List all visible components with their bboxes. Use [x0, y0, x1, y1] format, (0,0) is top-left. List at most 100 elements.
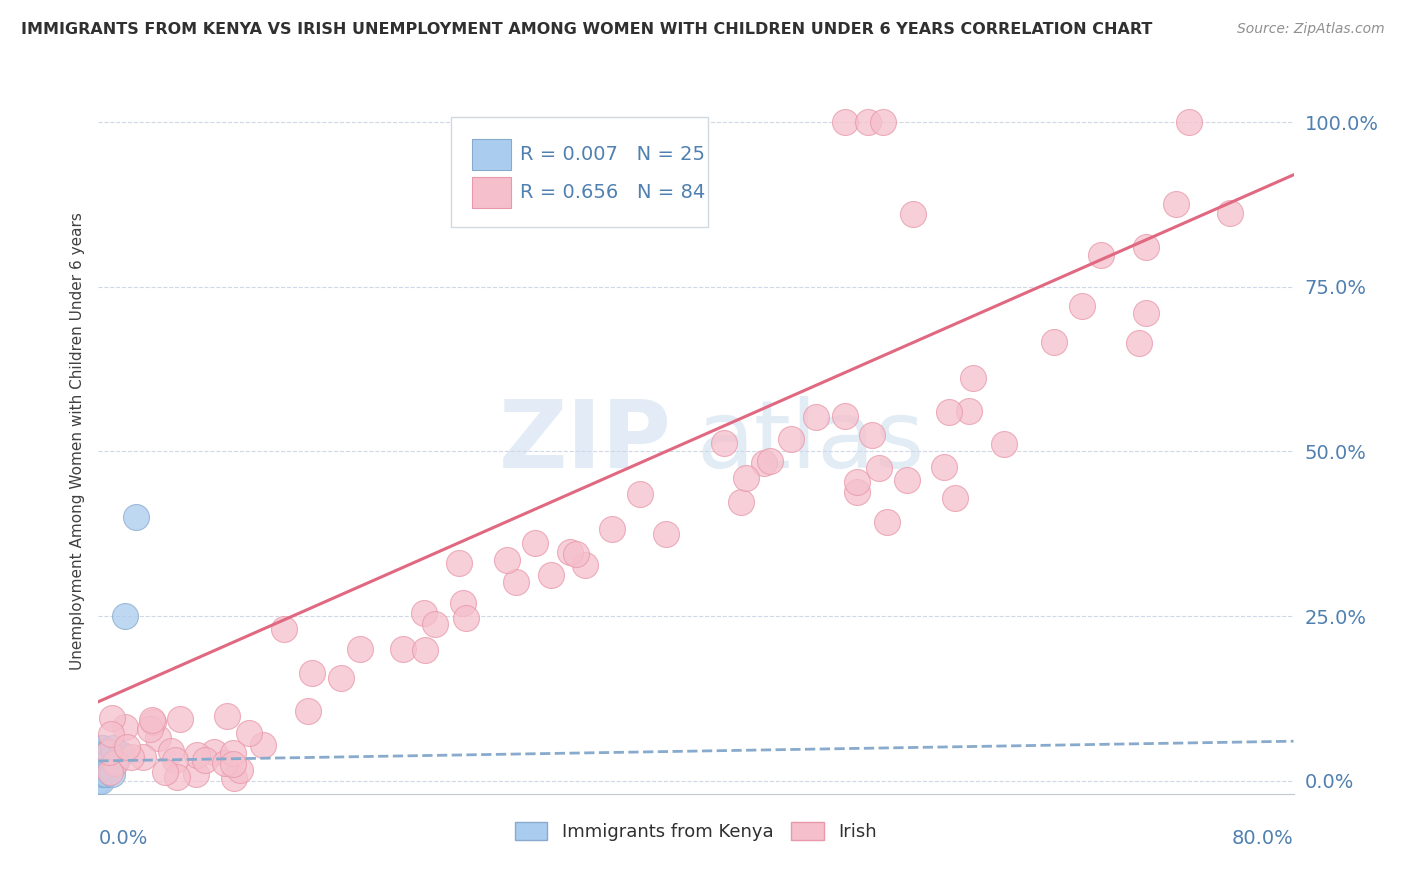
Point: [834, 115, 856, 129]
Point: [447, 556, 470, 570]
Point: [141, 714, 163, 728]
Point: [90, 760, 112, 774]
Point: [754, 456, 776, 470]
Point: [413, 642, 436, 657]
Point: [202, 745, 225, 759]
Point: [845, 475, 868, 489]
Point: [101, 711, 124, 725]
Point: [93, 760, 115, 774]
Point: [834, 409, 856, 423]
Point: [89, 747, 111, 762]
Point: [628, 487, 651, 501]
Point: [214, 756, 236, 771]
Point: [98, 760, 122, 774]
Point: [1219, 205, 1241, 219]
Point: [1071, 299, 1094, 313]
Text: R = 0.007   N = 25: R = 0.007 N = 25: [520, 145, 706, 164]
Point: [193, 753, 215, 767]
Point: [153, 764, 176, 779]
Y-axis label: Unemployment Among Women with Children Under 6 years: Unemployment Among Women with Children U…: [69, 212, 84, 671]
Point: [456, 611, 478, 625]
Point: [423, 616, 446, 631]
Point: [565, 547, 588, 561]
Point: [1135, 240, 1157, 254]
Point: [184, 766, 207, 780]
Point: [100, 727, 122, 741]
Text: Source: ZipAtlas.com: Source: ZipAtlas.com: [1237, 22, 1385, 37]
Point: [91, 754, 114, 768]
Point: [103, 740, 125, 755]
Text: atlas: atlas: [696, 395, 924, 488]
Point: [90, 773, 112, 788]
Point: [104, 756, 127, 770]
Point: [868, 461, 890, 475]
Point: [993, 436, 1015, 450]
Point: [1043, 334, 1066, 349]
Point: [574, 558, 596, 572]
Point: [215, 709, 238, 723]
Point: [222, 746, 245, 760]
Point: [860, 428, 883, 442]
Point: [105, 754, 128, 768]
Point: [806, 409, 828, 424]
Point: [301, 665, 323, 680]
Point: [91, 767, 114, 781]
Point: [238, 725, 260, 739]
Point: [125, 510, 148, 524]
Point: [330, 672, 353, 686]
Point: [1135, 306, 1157, 320]
Point: [146, 731, 169, 746]
Point: [938, 405, 960, 419]
Point: [524, 536, 547, 550]
Text: IMMIGRANTS FROM KENYA VS IRISH UNEMPLOYMENT AMONG WOMEN WITH CHILDREN UNDER 6 YE: IMMIGRANTS FROM KENYA VS IRISH UNEMPLOYM…: [21, 22, 1153, 37]
Point: [169, 712, 191, 726]
Point: [96, 760, 118, 774]
Point: [90, 740, 112, 755]
Point: [142, 714, 165, 729]
FancyBboxPatch shape: [472, 178, 510, 209]
Point: [89, 754, 111, 768]
Point: [392, 641, 415, 656]
Text: 80.0%: 80.0%: [1232, 830, 1294, 848]
Point: [114, 609, 136, 624]
Point: [600, 523, 623, 537]
Point: [451, 596, 474, 610]
Point: [1128, 336, 1150, 351]
Point: [91, 740, 114, 755]
Point: [1090, 247, 1112, 261]
Point: [901, 207, 924, 221]
Point: [962, 371, 984, 385]
Point: [943, 491, 966, 505]
Text: R = 0.656   N = 84: R = 0.656 N = 84: [520, 183, 706, 202]
Point: [114, 719, 136, 733]
Point: [655, 527, 678, 541]
Point: [957, 404, 980, 418]
Point: [872, 115, 894, 129]
Point: [98, 765, 121, 780]
Point: [297, 704, 319, 718]
Point: [713, 436, 735, 450]
Point: [93, 747, 115, 762]
Point: [101, 767, 124, 781]
Point: [222, 772, 245, 786]
Point: [735, 470, 758, 484]
Point: [96, 747, 118, 762]
Point: [413, 606, 436, 620]
Point: [759, 454, 782, 468]
Point: [273, 622, 295, 636]
Point: [89, 760, 111, 774]
Point: [540, 568, 562, 582]
Point: [1166, 197, 1188, 211]
Point: [139, 722, 162, 736]
Point: [856, 115, 879, 129]
Point: [163, 753, 186, 767]
Point: [87, 773, 110, 788]
Point: [496, 553, 519, 567]
Point: [349, 642, 371, 657]
Point: [876, 515, 898, 529]
Point: [97, 754, 120, 768]
Point: [846, 485, 869, 500]
Point: [780, 432, 803, 446]
FancyBboxPatch shape: [472, 139, 510, 170]
Point: [896, 473, 918, 487]
